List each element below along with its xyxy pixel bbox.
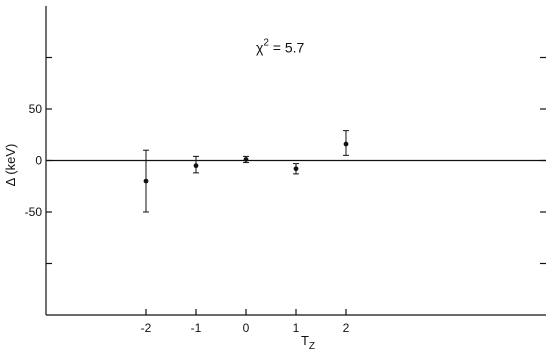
chi-square-annotation: χ2 = 5.7 <box>256 37 305 55</box>
x-tick-label: -2 <box>141 321 152 335</box>
y-tick-label: -50 <box>25 205 43 219</box>
chi-symbol: χ <box>256 39 264 55</box>
y-axis-label: Δ (keV) <box>3 144 18 187</box>
x-tick-label: 1 <box>293 321 300 335</box>
x-axis-label-subscript: Z <box>309 341 315 352</box>
x-tick-label: 0 <box>243 321 250 335</box>
data-point-group <box>243 155 249 164</box>
data-point-group <box>293 163 299 175</box>
data-marks <box>143 130 349 213</box>
data-point <box>293 166 299 172</box>
x-tick-label: 2 <box>343 321 350 335</box>
chi-superscript: 2 <box>263 37 269 48</box>
chi-value: = 5.7 <box>269 39 305 55</box>
data-point <box>243 157 249 162</box>
data-point <box>143 178 149 184</box>
x-tick-label: -1 <box>191 321 202 335</box>
data-point <box>343 141 349 147</box>
y-tick-label: 50 <box>29 102 43 116</box>
x-axis-label-main: T <box>301 333 309 348</box>
x-axis-label: TZ <box>301 333 315 352</box>
data-point <box>193 163 199 169</box>
y-tick-label: 0 <box>35 154 42 168</box>
data-point-group <box>143 149 149 213</box>
data-point-group <box>343 130 349 156</box>
annotation: χ2 = 5.7 <box>256 37 305 55</box>
axis-ticks: 50 0 -50 -2 -1 0 1 2 <box>25 56 546 335</box>
data-point-group <box>193 155 199 174</box>
